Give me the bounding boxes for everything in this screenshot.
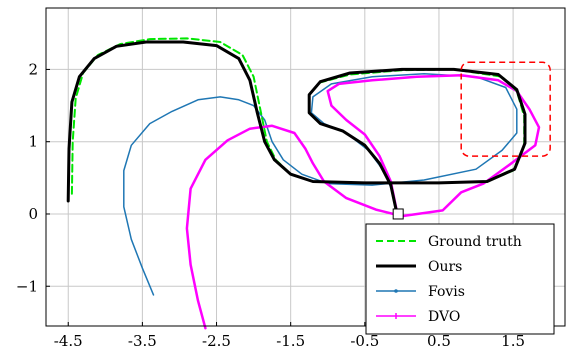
x-tick-label: -2.5 bbox=[202, 332, 231, 350]
legend: Ground truth Ours Fovis DVO bbox=[365, 223, 555, 335]
series-layer bbox=[66, 37, 541, 330]
y-tick-label: 1 bbox=[28, 133, 38, 151]
highlight-box bbox=[460, 61, 551, 157]
x-tick-label: 1.5 bbox=[501, 332, 525, 350]
overlay-layer bbox=[392, 61, 551, 220]
x-tick-label: 0.5 bbox=[427, 332, 451, 350]
series-line-1 bbox=[66, 40, 527, 214]
x-tick-label: -3.5 bbox=[128, 332, 157, 350]
legend-label-2: Fovis bbox=[428, 284, 465, 300]
plot-frame bbox=[45, 7, 566, 327]
legend-label-3: DVO bbox=[428, 309, 460, 325]
x-tick-label: -0.5 bbox=[350, 332, 379, 350]
legend-label-1: Ours bbox=[428, 259, 462, 275]
series-line-0 bbox=[70, 37, 526, 214]
legend-marker-2 bbox=[394, 289, 398, 293]
x-tick-label: -1.5 bbox=[276, 332, 305, 350]
grid bbox=[46, 8, 565, 326]
y-tick-label: 0 bbox=[28, 205, 38, 223]
legend-label-0: Ground truth bbox=[428, 234, 522, 250]
series-line-3 bbox=[185, 73, 541, 330]
axis-ticks: -4.5 -3.5 -2.5 -1.5 -0.5 0.5 1.5 −1 0 1 2 bbox=[16, 60, 525, 350]
y-tick-label: −1 bbox=[16, 277, 38, 295]
start-marker bbox=[392, 208, 404, 220]
x-tick-label: -4.5 bbox=[54, 332, 83, 350]
y-tick-label: 2 bbox=[28, 60, 38, 78]
